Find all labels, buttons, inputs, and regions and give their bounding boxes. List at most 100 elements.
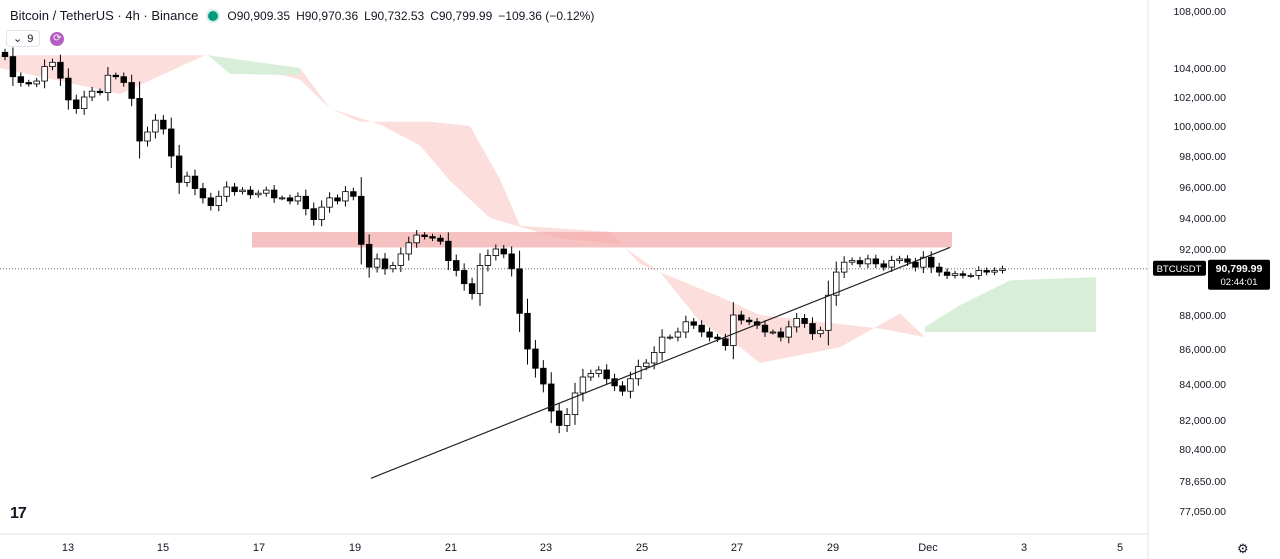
candle[interactable]	[951, 270, 959, 279]
candle[interactable]	[88, 86, 96, 102]
candle[interactable]	[967, 272, 975, 278]
candle[interactable]	[460, 263, 468, 291]
candle[interactable]	[991, 267, 998, 276]
candle[interactable]	[698, 320, 705, 337]
candle[interactable]	[302, 189, 310, 216]
candle[interactable]	[468, 277, 476, 300]
candle[interactable]	[278, 195, 286, 201]
candle[interactable]	[25, 79, 32, 87]
candle[interactable]	[745, 316, 753, 325]
candle[interactable]	[595, 366, 602, 378]
candle[interactable]	[160, 114, 167, 135]
candle[interactable]	[872, 254, 880, 269]
candle[interactable]	[73, 94, 80, 114]
candle[interactable]	[959, 270, 967, 279]
candle[interactable]	[255, 190, 262, 198]
candle[interactable]	[524, 298, 531, 365]
candle[interactable]	[785, 320, 792, 344]
candle[interactable]	[943, 268, 951, 280]
candle[interactable]	[935, 262, 943, 277]
candle[interactable]	[579, 368, 587, 402]
candle[interactable]	[880, 260, 887, 271]
candle[interactable]	[840, 256, 848, 279]
candle[interactable]	[540, 360, 547, 393]
candle[interactable]	[437, 234, 444, 245]
candle[interactable]	[508, 246, 515, 277]
candle[interactable]	[453, 254, 460, 277]
candle[interactable]	[833, 261, 840, 306]
candle[interactable]	[168, 117, 175, 169]
candle[interactable]	[761, 320, 769, 337]
candle[interactable]	[777, 327, 785, 342]
candle[interactable]	[215, 190, 222, 212]
candle[interactable]	[658, 329, 666, 361]
candle[interactable]	[1, 48, 9, 61]
candle[interactable]	[247, 186, 254, 199]
candle[interactable]	[373, 253, 381, 273]
candle[interactable]	[532, 339, 539, 378]
candle[interactable]	[809, 317, 816, 340]
candle[interactable]	[112, 72, 120, 80]
candle[interactable]	[492, 244, 500, 261]
candle[interactable]	[825, 280, 832, 346]
candle[interactable]	[144, 126, 151, 147]
candle[interactable]	[223, 181, 230, 202]
candle[interactable]	[516, 250, 523, 332]
candle[interactable]	[445, 232, 452, 270]
candle[interactable]	[571, 382, 579, 425]
candle[interactable]	[587, 369, 595, 381]
candle[interactable]	[563, 408, 571, 432]
candle[interactable]	[120, 72, 127, 87]
candle[interactable]	[286, 194, 294, 205]
candle[interactable]	[397, 247, 405, 273]
candle[interactable]	[769, 329, 777, 335]
candle[interactable]	[152, 113, 159, 139]
candle[interactable]	[999, 265, 1006, 274]
candle[interactable]	[801, 314, 808, 328]
candle[interactable]	[848, 257, 856, 266]
candle[interactable]	[326, 192, 333, 213]
candle[interactable]	[738, 310, 745, 325]
candle[interactable]	[9, 47, 17, 86]
candle[interactable]	[405, 236, 412, 261]
candle[interactable]	[65, 68, 72, 110]
candle[interactable]	[888, 255, 895, 272]
candle[interactable]	[310, 202, 317, 226]
candle[interactable]	[128, 74, 135, 107]
candle[interactable]	[389, 261, 397, 273]
candle[interactable]	[920, 251, 927, 274]
candle[interactable]	[484, 249, 492, 272]
candle[interactable]	[96, 88, 104, 96]
candle[interactable]	[175, 144, 183, 194]
candle[interactable]	[500, 245, 507, 259]
candle[interactable]	[548, 372, 555, 424]
candle[interactable]	[429, 233, 436, 242]
candle[interactable]	[817, 326, 824, 338]
candle[interactable]	[57, 54, 64, 86]
candle[interactable]	[365, 234, 373, 278]
candle[interactable]	[199, 182, 207, 204]
indicator-toggle[interactable]: ⌄ 9	[6, 30, 41, 47]
candle[interactable]	[421, 232, 428, 240]
candle[interactable]	[358, 177, 365, 265]
candle[interactable]	[619, 381, 626, 396]
candle[interactable]	[381, 252, 389, 275]
candle[interactable]	[603, 364, 610, 385]
candle[interactable]	[413, 230, 420, 248]
candle[interactable]	[896, 255, 903, 264]
candle[interactable]	[41, 59, 48, 89]
sync-icon[interactable]: ⟳	[50, 31, 65, 46]
candle[interactable]	[476, 253, 484, 306]
candle[interactable]	[104, 67, 112, 101]
candle[interactable]	[207, 192, 215, 211]
candle[interactable]	[690, 318, 697, 329]
candle[interactable]	[17, 72, 25, 87]
candle[interactable]	[136, 81, 143, 159]
candle[interactable]	[294, 192, 302, 205]
symbol-title[interactable]: Bitcoin / TetherUS · 4h · Binance	[10, 8, 199, 23]
candle[interactable]	[270, 185, 278, 203]
candle[interactable]	[730, 302, 737, 360]
candle[interactable]	[975, 266, 982, 280]
candle[interactable]	[666, 334, 674, 340]
gear-icon[interactable]: ⚙	[1237, 541, 1249, 556]
